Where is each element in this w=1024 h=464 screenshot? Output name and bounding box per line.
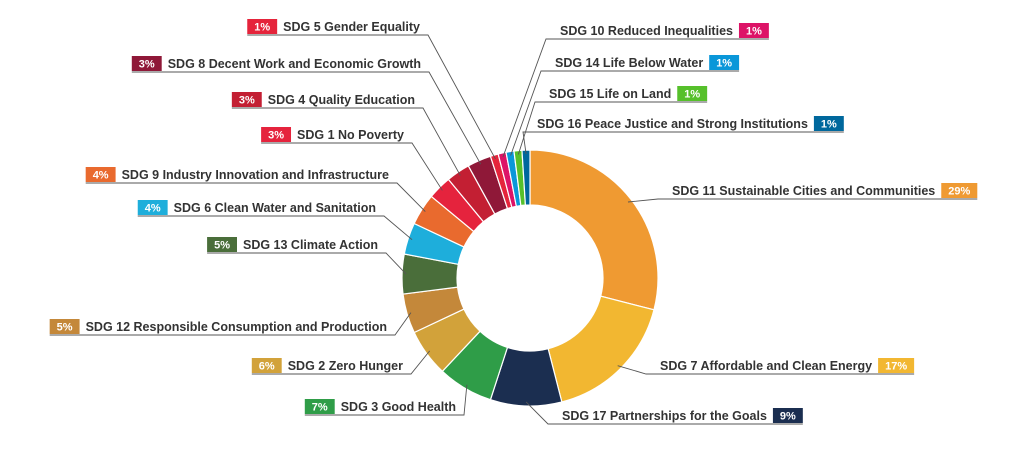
label-sdg-12: SDG 12 Responsible Consumption and Produ… <box>49 312 412 336</box>
percent-label: 7% <box>312 402 328 414</box>
percent-label: 5% <box>214 240 230 252</box>
percent-label: 29% <box>948 186 970 198</box>
label-text: SDG 8 Decent Work and Economic Growth <box>168 57 421 71</box>
percent-badge <box>738 23 769 38</box>
label-sdg-10: SDG 10 Reduced Inequalities 1% <box>502 23 769 158</box>
label-text: SDG 15 Life on Land <box>549 87 671 101</box>
label-text: SDG 13 Climate Action <box>243 238 378 252</box>
label-text: SDG 12 Responsible Consumption and Produ… <box>86 320 387 334</box>
percent-label: 4% <box>93 170 109 182</box>
label-sdg-9: SDG 9 Industry Innovation and Infrastruc… <box>85 167 426 212</box>
percent-badge <box>85 167 116 182</box>
percent-badge <box>247 19 278 34</box>
label-sdg-13: SDG 13 Climate Action 5% <box>207 237 407 275</box>
percent-badge <box>709 55 740 70</box>
donut-slices <box>401 149 659 407</box>
label-text: SDG 4 Quality Education <box>268 93 415 107</box>
percent-label: 1% <box>716 58 732 70</box>
slice-sdg-7 <box>547 295 655 403</box>
label-text: SDG 10 Reduced Inequalities <box>560 24 733 38</box>
percent-label: 3% <box>268 130 284 142</box>
label-text: SDG 11 Sustainable Cities and Communitie… <box>672 184 935 198</box>
slice-sdg-16 <box>521 149 531 206</box>
label-text: SDG 17 Partnerships for the Goals <box>562 409 767 423</box>
percent-label: 1% <box>821 119 837 131</box>
percent-label: 1% <box>254 22 270 34</box>
label-sdg-16: SDG 16 Peace Justice and Strong Institut… <box>522 116 844 155</box>
label-text: SDG 6 Clean Water and Sanitation <box>174 201 376 215</box>
percent-label: 4% <box>145 203 161 215</box>
label-sdg-4: SDG 4 Quality Education 3% <box>231 92 461 176</box>
slice-sdg-11 <box>529 149 659 311</box>
percent-badge <box>231 92 262 107</box>
slice-labels: SDG 11 Sustainable Cities and Communitie… <box>49 19 978 425</box>
percent-badge <box>49 319 80 334</box>
percent-label: 1% <box>746 26 762 38</box>
percent-badge <box>941 183 978 198</box>
percent-badge <box>261 127 292 142</box>
percent-badge <box>207 237 237 252</box>
percent-badge <box>813 116 844 131</box>
label-sdg-1: SDG 1 No Poverty 3% <box>261 127 443 191</box>
label-sdg-14: SDG 14 Life Below Water 1% <box>510 55 740 156</box>
percent-label: 6% <box>259 361 275 373</box>
label-text: SDG 3 Good Health <box>341 400 456 414</box>
label-sdg-8: SDG 8 Decent Work and Economic Growth 3% <box>131 56 482 165</box>
percent-badge <box>251 358 282 373</box>
label-text: SDG 5 Gender Equality <box>283 20 420 34</box>
label-sdg-17: SDG 17 Partnerships for the Goals 9% <box>525 401 803 425</box>
percent-label: 17% <box>885 361 907 373</box>
percent-label: 3% <box>139 59 155 71</box>
percent-label: 1% <box>684 89 700 101</box>
percent-badge <box>304 399 335 414</box>
label-sdg-3: SDG 3 Good Health 7% <box>304 384 468 416</box>
percent-label: 9% <box>780 411 796 423</box>
label-sdg-5: SDG 5 Gender Equality 1% <box>247 19 496 160</box>
label-text: SDG 2 Zero Hunger <box>288 359 403 373</box>
percent-badge <box>772 408 803 423</box>
percent-badge <box>137 200 168 215</box>
label-sdg-2: SDG 2 Zero Hunger 6% <box>251 350 431 375</box>
label-sdg-7: SDG 7 Affordable and Clean Energy 17% <box>617 358 915 375</box>
percent-badge <box>131 56 162 71</box>
percent-badge <box>878 358 915 373</box>
label-sdg-11: SDG 11 Sustainable Cities and Communitie… <box>627 183 978 203</box>
label-text: SDG 1 No Poverty <box>297 128 404 142</box>
percent-label: 5% <box>57 322 73 334</box>
percent-label: 3% <box>239 95 255 107</box>
percent-badge <box>677 86 708 101</box>
label-text: SDG 14 Life Below Water <box>555 56 703 70</box>
label-sdg-6: SDG 6 Clean Water and Sanitation 4% <box>137 200 413 241</box>
label-text: SDG 7 Affordable and Clean Energy <box>660 359 872 373</box>
label-text: SDG 9 Industry Innovation and Infrastruc… <box>122 168 389 182</box>
label-text: SDG 16 Peace Justice and Strong Institut… <box>537 117 808 131</box>
